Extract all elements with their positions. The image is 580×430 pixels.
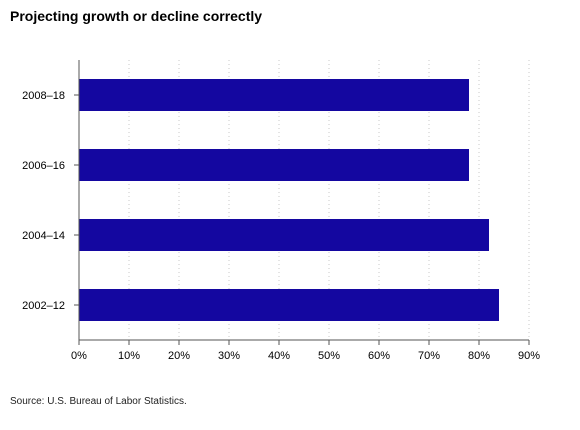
x-tick-label: 60% bbox=[368, 350, 390, 362]
bar bbox=[79, 219, 489, 251]
category-label: 2008–18 bbox=[22, 90, 65, 102]
bar bbox=[79, 289, 499, 321]
chart-title: Projecting growth or decline correctly bbox=[10, 8, 263, 24]
category-label: 2002–12 bbox=[22, 300, 65, 312]
x-tick-label: 30% bbox=[218, 350, 240, 362]
x-tick-label: 40% bbox=[268, 350, 290, 362]
bar bbox=[79, 149, 469, 181]
category-label: 2004–14 bbox=[22, 230, 65, 242]
x-tick-label: 50% bbox=[318, 350, 340, 362]
category-label: 2006–16 bbox=[22, 160, 65, 172]
x-tick-label: 70% bbox=[418, 350, 440, 362]
x-tick-label: 10% bbox=[118, 350, 140, 362]
x-tick-label: 0% bbox=[71, 350, 87, 362]
x-tick-label: 20% bbox=[168, 350, 190, 362]
gridlines bbox=[128, 60, 530, 340]
bars bbox=[79, 79, 499, 321]
x-tick-label: 90% bbox=[518, 350, 540, 362]
x-tick-labels: 0% 10% 20% 30% 40% 50% 60% 70% 80% 90% bbox=[71, 350, 540, 362]
x-tick-label: 80% bbox=[468, 350, 490, 362]
axes bbox=[74, 60, 530, 345]
category-labels: 2008–18 2006–16 2004–14 2002–12 bbox=[22, 90, 65, 312]
source-note: Source: U.S. Bureau of Labor Statistics. bbox=[10, 396, 187, 407]
bar bbox=[79, 79, 469, 111]
